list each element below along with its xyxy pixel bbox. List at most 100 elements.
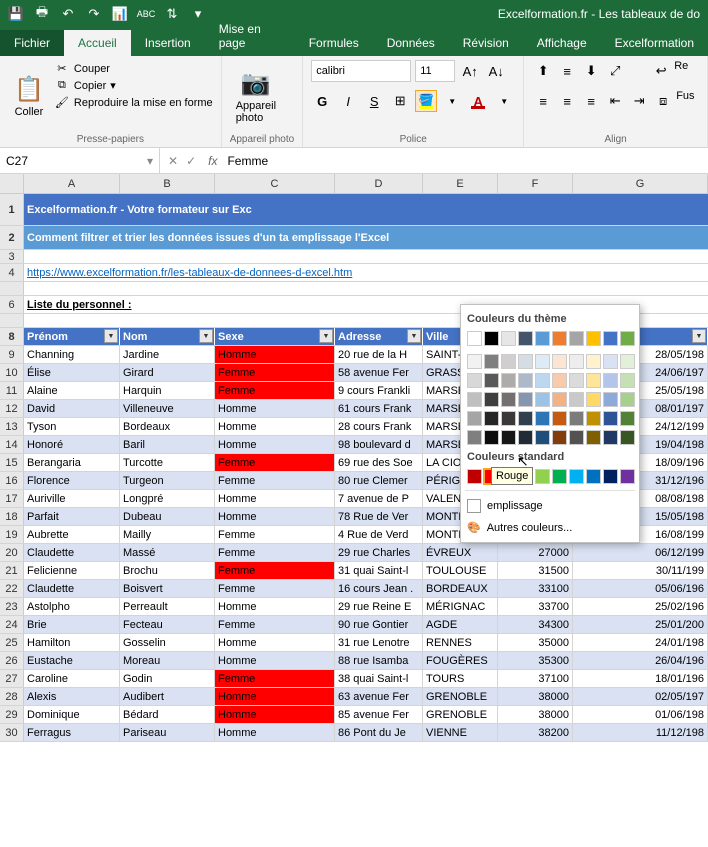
font-name-select[interactable] [311,60,411,82]
cell[interactable]: Moreau [120,652,215,669]
color-swatch[interactable] [535,411,550,426]
cell[interactable]: 20 rue de la H [335,346,423,363]
cell-ref-input[interactable] [6,154,147,168]
cell[interactable]: Homme [215,652,335,669]
cell[interactable]: Baril [120,436,215,453]
font-color-dropdown[interactable]: ▼ [493,90,515,112]
cell[interactable]: 38 quai Saint-l [335,670,423,687]
color-swatch[interactable] [518,354,533,369]
color-swatch[interactable] [467,392,482,407]
cell[interactable]: Femme [215,382,335,399]
tab-home[interactable]: Accueil [64,30,131,56]
filter-icon[interactable]: ▼ [407,329,421,343]
row-header[interactable]: 20 [0,544,24,561]
cell[interactable]: 78 Rue de Ver [335,508,423,525]
cell[interactable]: TOULOUSE [423,562,498,579]
tab-layout[interactable]: Mise en page [205,16,295,56]
color-swatch[interactable] [535,430,550,445]
color-swatch[interactable] [518,331,533,346]
sort-icon[interactable]: ⇅ [164,6,180,22]
row-header[interactable]: 14 [0,436,24,453]
color-swatch[interactable] [535,331,550,346]
cell[interactable]: Aubrette [24,526,120,543]
color-swatch[interactable] [620,430,635,445]
cell[interactable]: Godin [120,670,215,687]
cell[interactable]: 38200 [498,724,573,741]
color-swatch[interactable] [467,469,482,484]
cell[interactable]: BORDEAUX [423,580,498,597]
name-box[interactable]: ▾ [0,148,160,173]
cell[interactable]: GRENOBLE [423,706,498,723]
color-swatch[interactable] [620,331,635,346]
color-swatch[interactable] [501,373,516,388]
color-swatch[interactable] [569,331,584,346]
row-header[interactable]: 15 [0,454,24,471]
cell[interactable]: 37100 [498,670,573,687]
cell[interactable]: Parfait [24,508,120,525]
col-header[interactable]: E [423,174,498,193]
cell[interactable]: 86 Pont du Je [335,724,423,741]
color-swatch[interactable] [586,392,601,407]
cell[interactable]: Longpré [120,490,215,507]
th-adresse[interactable]: Adresse▼ [335,328,423,345]
cell[interactable]: Tyson [24,418,120,435]
row-header[interactable]: 9 [0,346,24,363]
filter-icon[interactable]: ▼ [692,329,706,343]
cell[interactable]: Élise [24,364,120,381]
color-swatch[interactable] [518,411,533,426]
cell[interactable]: Villeneuve [120,400,215,417]
color-swatch[interactable] [569,392,584,407]
cell[interactable]: Homme [215,706,335,723]
color-swatch[interactable] [535,392,550,407]
cell[interactable]: 38000 [498,688,573,705]
cell[interactable]: Massé [120,544,215,561]
cell[interactable]: Hamilton [24,634,120,651]
cell[interactable]: 31 quai Saint-l [335,562,423,579]
cell[interactable]: Femme [215,454,335,471]
cell[interactable]: 27000 [498,544,573,561]
row-header[interactable]: 13 [0,418,24,435]
more-colors-item[interactable]: 🎨Autres couleurs... [465,517,635,538]
cell[interactable]: 88 rue Isamba [335,652,423,669]
color-swatch[interactable] [552,373,567,388]
cell[interactable]: Brochu [120,562,215,579]
cell[interactable]: 7 avenue de P [335,490,423,507]
row-header[interactable] [0,282,24,295]
row-header[interactable]: 17 [0,490,24,507]
col-header[interactable]: D [335,174,423,193]
col-header[interactable]: B [120,174,215,193]
color-swatch[interactable] [467,373,482,388]
cell[interactable]: 69 rue des Soe [335,454,423,471]
align-middle-icon[interactable]: ≡ [556,60,578,82]
row-header[interactable]: 27 [0,670,24,687]
cell[interactable]: 25/01/200 [573,616,708,633]
font-color-button[interactable]: A [467,90,489,112]
spell-icon[interactable]: ABC [138,6,154,22]
cell[interactable]: 90 rue Gontier [335,616,423,633]
cell[interactable]: Felicienne [24,562,120,579]
cell[interactable]: 9 cours Frankli [335,382,423,399]
color-swatch[interactable] [620,411,635,426]
cell[interactable]: MÉRIGNAC [423,598,498,615]
color-swatch[interactable] [501,354,516,369]
no-fill-item[interactable]: emplissage [465,495,635,517]
row-header[interactable]: 3 [0,250,24,263]
enter-icon[interactable]: ✓ [186,154,196,168]
cell[interactable]: 61 cours Frank [335,400,423,417]
row-header[interactable]: 19 [0,526,24,543]
row-header[interactable]: 16 [0,472,24,489]
border-button[interactable]: ⊞ [389,90,411,112]
row-header[interactable]: 10 [0,364,24,381]
cell[interactable]: Berangaria [24,454,120,471]
color-swatch[interactable] [569,469,584,484]
fill-color-dropdown[interactable]: ▼ [441,90,463,112]
format-painter-button[interactable]: 🖌Reproduire la mise en forme [54,94,213,111]
color-swatch[interactable] [603,392,618,407]
redo-icon[interactable]: ↷ [86,6,102,22]
tab-view[interactable]: Affichage [523,30,601,56]
cell[interactable]: 98 boulevard d [335,436,423,453]
cell[interactable]: Femme [215,616,335,633]
row-header[interactable]: 1 [0,194,24,225]
merge-icon[interactable]: ⧈ [652,90,674,112]
cell[interactable]: 80 rue Clemer [335,472,423,489]
